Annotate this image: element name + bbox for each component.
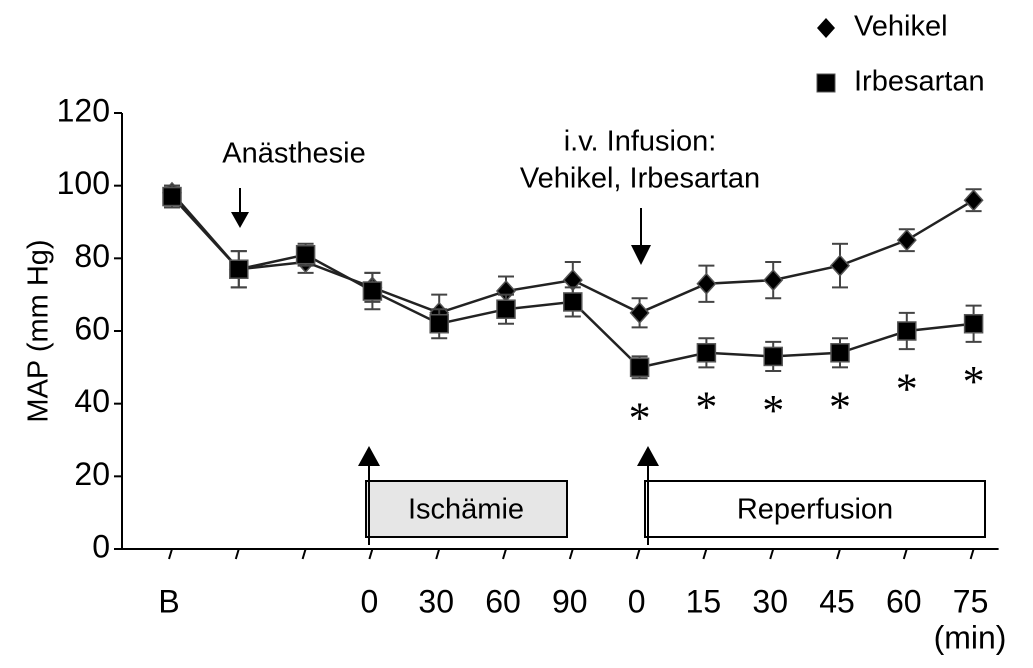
marker xyxy=(829,254,851,277)
x-tick xyxy=(769,548,775,560)
x-tick-label: 30 xyxy=(418,583,454,619)
legend-marker xyxy=(816,73,836,93)
x-tick xyxy=(969,548,975,560)
x-tick xyxy=(435,548,441,560)
x-tick-label: 90 xyxy=(552,583,588,619)
significance: * xyxy=(762,386,784,435)
ischemia-box xyxy=(365,480,568,538)
x-tick xyxy=(702,548,708,560)
x-tick xyxy=(234,548,240,560)
marker xyxy=(563,292,583,312)
legend-marker xyxy=(817,18,835,38)
x-tick xyxy=(568,548,574,560)
x-tick xyxy=(635,548,641,560)
arrow-head xyxy=(637,446,659,466)
marker xyxy=(629,301,650,324)
x-tick xyxy=(168,548,173,560)
y-tick-label: 100 xyxy=(57,165,110,201)
marker xyxy=(362,281,383,301)
marker xyxy=(696,343,717,363)
x-tick xyxy=(368,548,374,560)
arrow-head xyxy=(631,245,651,265)
y-axis-label: MAP (mm Hg) xyxy=(23,239,55,422)
legend-label: Irbesartan xyxy=(854,66,985,98)
annotation: Ischämie xyxy=(408,494,524,526)
reperfusion-box xyxy=(644,480,986,538)
marker xyxy=(496,299,516,319)
marker xyxy=(897,321,917,341)
y-tick-label: 20 xyxy=(74,456,110,492)
arrow-head xyxy=(231,212,249,228)
x-tick-label: 75 xyxy=(953,583,989,619)
y-tick-label: 80 xyxy=(74,238,110,274)
marker xyxy=(295,244,316,265)
marker xyxy=(963,189,984,212)
x-tick xyxy=(502,548,507,560)
marker xyxy=(229,259,249,279)
y-tick-label: 120 xyxy=(57,92,110,128)
y-tick-label: 60 xyxy=(74,310,110,346)
legend-label: Vehikel xyxy=(854,11,948,43)
y-tick-label: 40 xyxy=(74,383,110,419)
marker xyxy=(763,269,784,292)
x-tick-label: 15 xyxy=(686,583,722,619)
y-tick-label: 0 xyxy=(92,528,110,564)
x-tick-label: 45 xyxy=(819,583,855,619)
significance: * xyxy=(695,382,717,431)
marker xyxy=(696,272,717,295)
marker xyxy=(963,313,984,334)
x-tick xyxy=(902,548,908,560)
marker xyxy=(763,346,783,367)
arrow-head xyxy=(358,446,380,466)
marker xyxy=(830,343,850,363)
x-axis-label: (min) xyxy=(934,619,1007,655)
annotation: Anästhesie xyxy=(222,138,366,170)
marker xyxy=(162,186,182,207)
x-tick-label: 60 xyxy=(485,583,521,619)
significance: * xyxy=(629,393,651,442)
annotation: Reperfusion xyxy=(737,494,893,526)
x-tick-label: 60 xyxy=(886,583,922,619)
x-tick-label: B xyxy=(158,583,179,619)
marker xyxy=(629,357,650,378)
annotation: Vehikel, Irbesartan xyxy=(520,163,760,195)
annotation: i.v. Infusion: xyxy=(564,126,717,158)
significance: * xyxy=(896,364,918,413)
x-tick-label: 30 xyxy=(752,583,788,619)
marker xyxy=(896,229,917,252)
x-tick-label: 0 xyxy=(361,583,379,619)
marker xyxy=(429,313,449,334)
significance: * xyxy=(829,382,851,431)
x-tick xyxy=(301,548,307,560)
x-tick xyxy=(836,548,841,560)
x-tick-label: 0 xyxy=(628,583,646,619)
significance: * xyxy=(963,357,985,406)
